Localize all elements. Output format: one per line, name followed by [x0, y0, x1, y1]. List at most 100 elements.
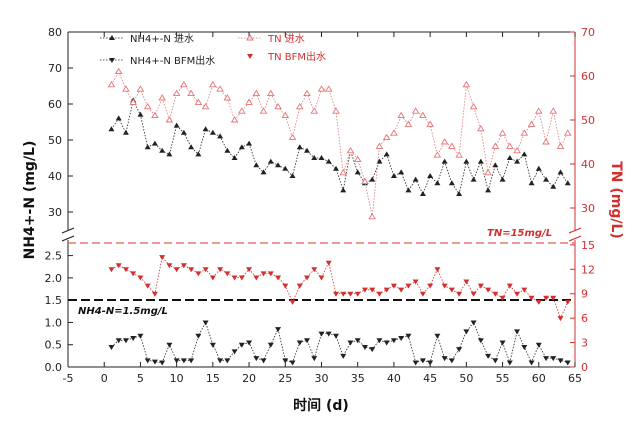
data-point: [195, 151, 202, 157]
data-point: [202, 267, 209, 273]
data-point: [325, 331, 332, 337]
data-point: [332, 165, 339, 171]
data-point: [159, 360, 166, 366]
data-point: [369, 287, 376, 293]
data-point: [310, 107, 319, 114]
series-tn-out: [108, 255, 571, 322]
data-point: [275, 162, 282, 168]
data-point: [180, 80, 188, 88]
data-point: [491, 142, 500, 149]
data-point: [223, 94, 232, 101]
data-point: [267, 158, 274, 164]
data-point: [108, 344, 115, 350]
data-point: [557, 316, 564, 322]
data-point: [469, 102, 478, 110]
data-point: [187, 89, 195, 97]
data-point: [485, 353, 492, 359]
data-point: [535, 342, 542, 348]
data-point: [534, 107, 543, 114]
data-point: [231, 349, 238, 355]
data-point: [238, 275, 245, 281]
series-nh4-in-line: [111, 99, 569, 195]
svg-text:TN 进水: TN 进水: [267, 33, 305, 45]
right-tick-label: 12: [581, 263, 595, 276]
data-point: [448, 287, 455, 293]
left-tick-label: 50: [48, 134, 62, 147]
x-tick-label: 60: [532, 372, 546, 385]
data-point: [492, 291, 499, 297]
series-nh4-out-line: [111, 321, 568, 364]
data-point: [492, 358, 499, 364]
data-point: [347, 340, 354, 346]
data-point: [108, 267, 115, 273]
data-point: [543, 176, 550, 182]
data-point: [144, 144, 151, 150]
svg-text:NH4+-N BFM出水: NH4+-N BFM出水: [130, 54, 215, 67]
right-tick-label: 60: [581, 70, 595, 83]
x-tick-label: 40: [387, 372, 401, 385]
data-point: [485, 187, 492, 193]
data-point: [144, 283, 151, 289]
data-point: [158, 94, 166, 101]
right-axis-label: TN (mg/L): [608, 161, 624, 239]
data-point: [304, 275, 311, 281]
data-point: [434, 180, 441, 186]
x-tick-label: 45: [423, 372, 437, 385]
data-point: [122, 85, 130, 92]
data-point: [477, 158, 484, 164]
data-point: [463, 158, 470, 164]
data-point: [506, 142, 514, 149]
x-tick-label: 25: [278, 372, 292, 385]
svg-text:NH4+-N 进水: NH4+-N 进水: [130, 33, 194, 45]
data-point: [253, 275, 260, 281]
data-point: [209, 129, 216, 135]
data-point: [325, 260, 332, 266]
data-point: [361, 177, 369, 185]
data-point: [556, 142, 565, 149]
data-point: [245, 98, 253, 105]
data-point: [426, 120, 434, 127]
data-point: [173, 358, 180, 364]
data-point: [456, 347, 463, 353]
right-tick-label: 6: [581, 312, 588, 325]
data-point: [151, 140, 158, 146]
data-point: [353, 155, 362, 163]
data-point: [520, 129, 529, 136]
data-point: [275, 327, 282, 333]
data-point: [311, 267, 318, 273]
data-point: [122, 338, 129, 344]
x-axis-label: 时间 (d): [293, 397, 349, 414]
data-point: [289, 299, 296, 305]
data-point: [448, 180, 455, 186]
x-tick-label: 20: [242, 372, 256, 385]
data-point: [383, 287, 390, 293]
legend-marker-nh4-out: [109, 58, 115, 63]
data-point: [498, 129, 507, 136]
data-point: [209, 80, 217, 88]
data-point: [441, 283, 448, 289]
data-point: [564, 360, 571, 366]
x-tick-label: 15: [206, 372, 220, 385]
data-point: [456, 291, 463, 297]
data-point: [166, 263, 173, 269]
left-tick-label: 40: [48, 170, 62, 183]
data-point: [143, 102, 152, 110]
data-point: [564, 180, 571, 186]
data-point: [354, 291, 361, 297]
data-point: [137, 333, 144, 339]
data-point: [188, 358, 195, 364]
data-point: [477, 124, 485, 132]
data-point: [376, 158, 383, 164]
data-point: [405, 333, 412, 339]
data-point: [470, 320, 477, 326]
data-point: [347, 291, 354, 297]
left-tick-label: 80: [48, 26, 62, 39]
legend-marker-tn-out: [247, 54, 253, 59]
right-tick-label: 3: [581, 337, 588, 350]
data-point: [130, 271, 137, 277]
x-tick-label: -5: [63, 372, 74, 385]
data-point: [159, 147, 166, 153]
data-point: [514, 329, 521, 335]
data-point: [492, 162, 499, 168]
data-point: [477, 283, 484, 289]
